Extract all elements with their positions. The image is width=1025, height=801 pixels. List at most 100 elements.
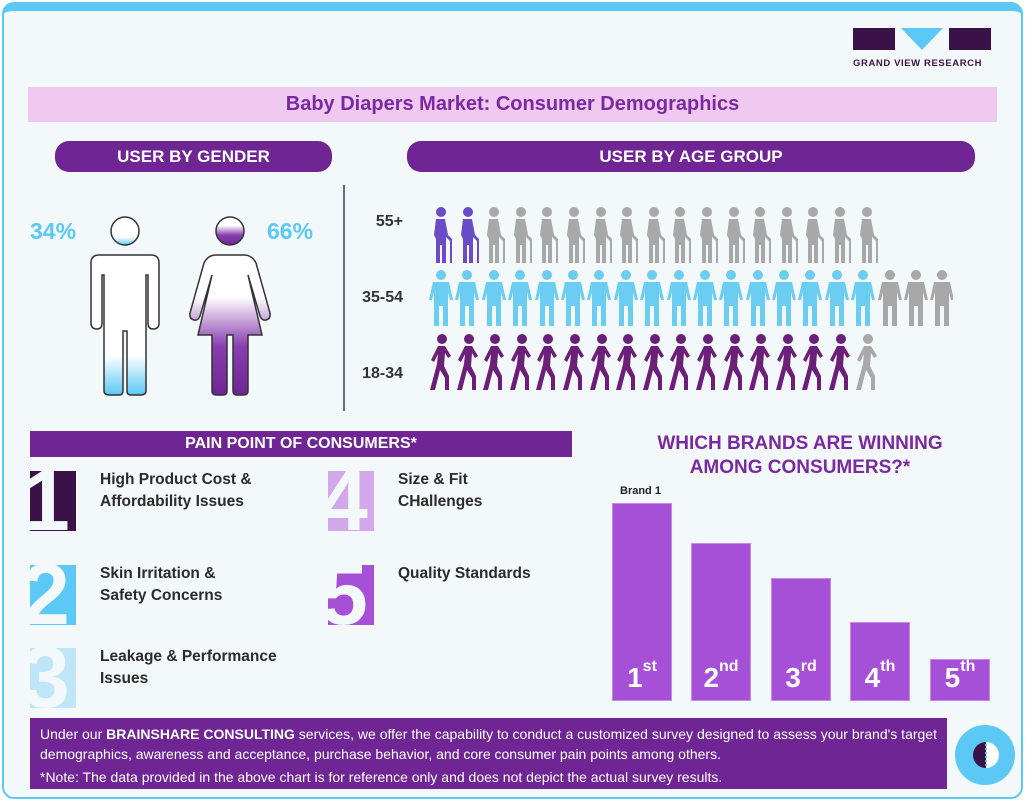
footer-disclaimer: *Note: The data provided in the above ch…: [40, 769, 723, 785]
walking-person-icon: [669, 334, 691, 390]
bar-rank-label: 1st: [627, 658, 657, 694]
pain-point-line1: Skin Irritation &: [100, 565, 216, 582]
adult-man-woman-icon: [772, 270, 797, 326]
walking-person-icon: [430, 334, 451, 390]
pain-points-header: PAIN POINT OF CONSUMERS*: [30, 431, 572, 457]
walking-person-icon: [828, 334, 850, 390]
elderly-person-with-cane-icon: [620, 207, 639, 263]
bar-rank-label: 5th: [944, 658, 976, 694]
adult-man-woman-icon: [455, 270, 480, 326]
pain-point-number-1: 1: [30, 471, 76, 531]
female-percent: 66%: [267, 218, 314, 244]
grand-view-research-logo: GRAND VIEW RESEARCH: [853, 28, 995, 69]
age-label-18-34: 18-34: [362, 365, 403, 382]
pain-point-text: Leakage & Performance Issues: [100, 646, 277, 690]
pain-point-text: Size & Fit CHallenges: [398, 469, 482, 513]
pain-point-text: Skin Irritation & Safety Concerns: [100, 563, 222, 607]
age-row-18-34: [428, 332, 953, 394]
adult-man-woman-icon: [429, 270, 453, 326]
pain-point-line2: Issues: [100, 670, 149, 687]
walking-person-icon: [456, 334, 478, 390]
brands-chart-title: WHICH BRANDS ARE WINNING AMONG CONSUMERS…: [657, 433, 943, 478]
elderly-person-with-cane-icon: [566, 207, 585, 263]
footer-text-pre: Under our: [40, 726, 107, 742]
bar-annotation-brand-1: Brand 1: [620, 485, 661, 497]
walking-person-icon: [802, 334, 824, 390]
pain-point-number-3: 3: [30, 648, 76, 708]
elderly-person-with-cane-icon: [832, 207, 851, 263]
pain-point-number-4: 4: [328, 471, 374, 531]
page-title: Baby Diapers Market: Consumer Demographi…: [28, 87, 997, 122]
rank-suffix: nd: [719, 657, 739, 675]
walking-person-icon: [589, 334, 611, 390]
adult-man-woman-icon: [930, 270, 953, 326]
adult-man-woman-icon: [719, 270, 744, 326]
rank-suffix: th: [880, 657, 896, 675]
bar-rank-label: 3rd: [785, 658, 817, 694]
footer-description: Under our BRAINSHARE CONSULTING services…: [40, 724, 937, 764]
section-divider: [343, 185, 345, 411]
rank-number: 3: [785, 661, 801, 693]
elderly-person-with-cane-icon: [593, 207, 612, 263]
rank-suffix: th: [960, 657, 976, 675]
pain-point-line2: Affordability Issues: [100, 493, 244, 510]
rank-suffix: st: [642, 658, 657, 675]
rank-number: 5: [944, 661, 961, 693]
adult-man-woman-icon: [824, 270, 849, 326]
adult-man-woman-icon: [745, 270, 770, 326]
adult-man-woman-icon: [851, 270, 876, 326]
brand-bar-5th: 5th: [930, 658, 990, 701]
pain-point-line1: High Product Cost &: [100, 471, 252, 488]
elderly-person-with-cane-icon: [513, 207, 532, 263]
adult-man-woman-icon: [666, 270, 691, 326]
adult-man-woman-icon: [692, 270, 717, 326]
brainshare-consulting-link: BRAINSHARE CONSULTING: [106, 726, 295, 742]
footer-text-post: services, we offer the capability to con…: [40, 726, 937, 762]
pain-point-line2: Safety Concerns: [100, 587, 223, 604]
elderly-person-with-cane-icon: [806, 207, 825, 263]
pain-point-line1: Size & Fit: [398, 471, 468, 488]
adult-man-woman-icon: [904, 270, 929, 326]
female-figure-icon: [189, 216, 271, 396]
walking-person-icon: [483, 334, 505, 390]
walking-person-icon: [722, 334, 744, 390]
walking-person-icon: [562, 334, 584, 390]
adult-man-woman-icon: [798, 270, 823, 326]
bar-rank-label: 2nd: [703, 658, 738, 694]
walking-person-icon: [642, 334, 664, 390]
logo-v-triangle: [901, 28, 943, 50]
walking-person-icon: [616, 334, 638, 390]
pain-point-line1: Quality Standards: [398, 565, 531, 582]
adult-man-woman-icon: [508, 270, 533, 326]
elderly-person-with-cane-icon: [726, 207, 745, 263]
pain-point-text: High Product Cost & Affordability Issues: [100, 469, 252, 513]
elderly-person-with-cane-icon: [434, 207, 452, 263]
pain-point-line2: CHallenges: [398, 493, 483, 510]
walking-person-icon: [775, 334, 797, 390]
pain-point-text: Quality Standards: [398, 563, 531, 585]
pain-point-number-2: 2: [30, 565, 76, 625]
elderly-person-with-cane-icon: [487, 207, 506, 263]
walking-person-icon: [855, 334, 877, 390]
adult-man-woman-icon: [560, 270, 585, 326]
age-row-55plus: [428, 205, 953, 267]
brand-bar-4th: 4th: [850, 621, 910, 701]
walking-person-icon: [749, 334, 771, 390]
adult-man-woman-icon: [613, 270, 638, 326]
age-row-35-54: [428, 268, 953, 330]
brand-bar-2nd: 2nd: [691, 542, 751, 701]
adult-man-woman-icon: [640, 270, 665, 326]
rank-number: 1: [627, 662, 643, 693]
brand-bar-3rd: 3rd: [771, 578, 831, 701]
age-header: USER BY AGE GROUP: [407, 141, 975, 172]
logo-text: GRAND VIEW RESEARCH: [853, 58, 983, 69]
bar-rank-label: 4th: [865, 658, 896, 694]
elderly-person-with-cane-icon: [460, 207, 479, 263]
walking-person-icon: [695, 334, 717, 390]
logo-g-block: [853, 28, 895, 50]
elderly-person-with-cane-icon: [859, 207, 878, 263]
elderly-person-with-cane-icon: [673, 207, 692, 263]
elderly-person-with-cane-icon: [699, 207, 718, 263]
elderly-person-with-cane-icon: [753, 207, 772, 263]
walking-person-icon: [509, 334, 531, 390]
